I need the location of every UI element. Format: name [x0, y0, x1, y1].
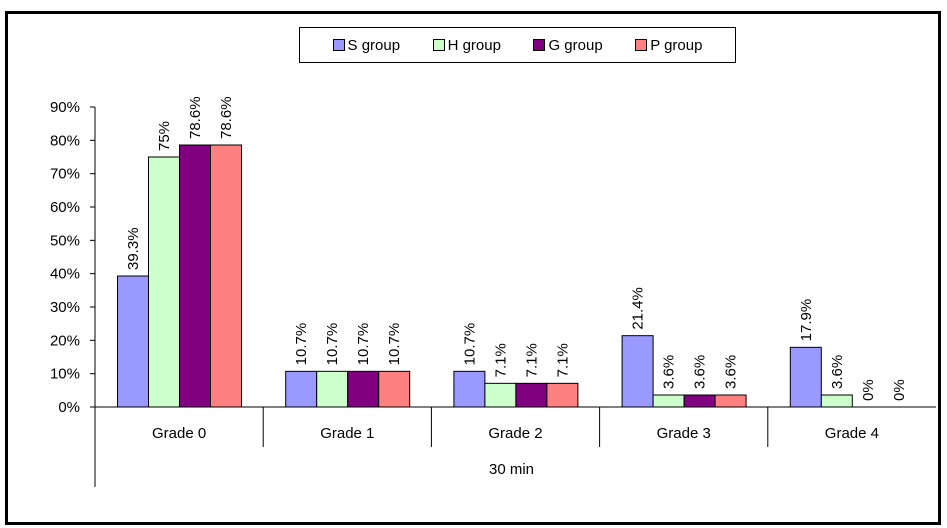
data-label: 3.6%: [829, 355, 846, 389]
legend-swatch-p-group: [635, 39, 648, 51]
x-tick-label: Grade 1: [320, 425, 374, 442]
y-tick-label: 20%: [50, 332, 80, 349]
data-label: 3.6%: [692, 355, 709, 389]
bar-h-group-grade-3: [652, 394, 685, 408]
legend: S group H group G group P group: [299, 27, 736, 63]
bar-p-group-grade-0: [210, 144, 242, 408]
data-label: 78.6%: [218, 96, 235, 139]
legend-item-p-group: P group: [635, 37, 702, 54]
legend-item-s-group: S group: [332, 36, 401, 54]
data-label: 0%: [891, 379, 908, 401]
legend-swatch-g-group: [533, 39, 546, 51]
data-label: 0%: [860, 379, 877, 401]
x-group-label: 30 min: [489, 461, 534, 478]
x-tick-label: Grade 4: [825, 425, 879, 442]
y-tick-label: 70%: [50, 166, 80, 183]
legend-label-h-group: H group: [447, 36, 501, 54]
legend-item-h-group: H group: [432, 36, 501, 54]
bar-s-group-grade-3: [621, 335, 654, 408]
bar-s-group-grade-2: [453, 370, 486, 408]
bar-p-group-grade-1: [378, 370, 411, 408]
x-tick-label: Grade 0: [152, 425, 206, 442]
legend-label-g-group: G group: [548, 36, 603, 54]
y-tick-label: 30%: [50, 299, 80, 316]
y-tick-label: 10%: [50, 366, 80, 383]
bar-s-group-grade-1: [285, 370, 318, 408]
data-label: 7.1%: [554, 343, 571, 377]
x-tick-label: Grade 3: [657, 425, 711, 442]
data-label: 10.7%: [386, 323, 403, 366]
data-label: 10.7%: [324, 323, 341, 366]
y-tick-label: 80%: [50, 132, 80, 149]
bar-g-group-grade-2: [515, 382, 548, 408]
y-tick-label: 60%: [50, 199, 80, 216]
data-label: 10.7%: [355, 323, 372, 366]
data-label: 21.4%: [630, 287, 647, 330]
legend-label-s-group: S group: [347, 36, 401, 54]
data-label: 78.6%: [187, 96, 204, 139]
bar-h-group-grade-4: [820, 394, 853, 408]
data-label: 7.1%: [523, 343, 540, 377]
data-label: 75%: [156, 121, 173, 151]
x-tick-label: Grade 2: [488, 425, 542, 442]
data-label: 39.3%: [125, 227, 142, 270]
legend-swatch-s-group: [332, 39, 345, 51]
data-label: 10.7%: [293, 323, 310, 366]
data-label: 3.6%: [723, 355, 740, 389]
data-label: 10.7%: [461, 323, 478, 366]
bar-h-group-grade-2: [484, 382, 517, 408]
legend-label-p-group: P group: [650, 36, 703, 54]
y-tick-label: 90%: [50, 99, 80, 116]
legend-item-g-group: G group: [533, 36, 603, 54]
data-label: 17.9%: [798, 299, 815, 342]
bar-p-group-grade-2: [546, 382, 579, 408]
y-tick-label: 40%: [50, 266, 80, 283]
bar-g-group-grade-1: [347, 370, 380, 408]
data-label: 7.1%: [492, 343, 509, 377]
y-tick-label: 50%: [50, 232, 80, 249]
y-tick-label: 0%: [58, 399, 80, 416]
bar-h-group-grade-1: [316, 370, 349, 408]
bar-s-group-grade-0: [117, 275, 149, 408]
legend-swatch-h-group: [432, 39, 445, 51]
bar-g-group-grade-3: [683, 394, 716, 408]
bar-p-group-grade-3: [714, 394, 747, 408]
bar-g-group-grade-0: [179, 144, 211, 408]
bar-s-group-grade-4: [789, 346, 822, 408]
bar-h-group-grade-0: [148, 156, 180, 408]
data-label: 3.6%: [661, 355, 678, 389]
